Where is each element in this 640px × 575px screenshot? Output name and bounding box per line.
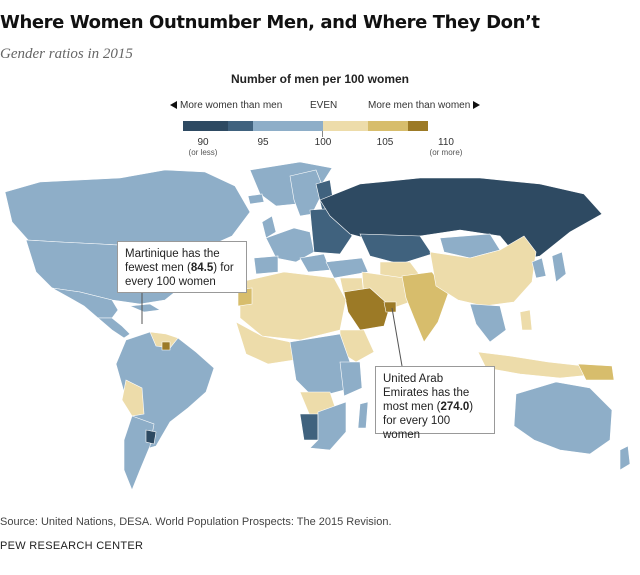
map-kazakhstan <box>359 233 433 265</box>
map-uk <box>261 215 277 239</box>
map-australia <box>513 381 613 455</box>
legend-left-text: More women than men <box>180 100 283 111</box>
legend-swatch <box>228 121 253 131</box>
martinique-value: 84.5 <box>190 262 214 274</box>
uae-callout: United Arab Emirates has the most men (2… <box>375 366 495 441</box>
brand-label: PEW RESEARCH CENTER <box>0 540 144 552</box>
map-suriname <box>161 341 171 351</box>
map-uruguay <box>145 429 157 445</box>
legend-tick-label: 90 (or less) <box>188 137 218 158</box>
martinique-callout: Martinique has the fewest men (84.5) for… <box>117 241 247 293</box>
legend-left-label: More women than men <box>170 100 282 111</box>
map-venezuela-guyana <box>149 331 179 349</box>
map-bolivia-paraguay <box>121 379 145 417</box>
page-subtitle: Gender ratios in 2015 <box>0 46 133 62</box>
legend-tick-label: 100 <box>314 137 332 148</box>
map-argentina <box>123 415 155 491</box>
legend-swatch <box>408 121 428 131</box>
legend-center-label: EVEN <box>310 100 338 111</box>
map-china <box>429 235 537 307</box>
arrow-left-icon <box>170 101 177 109</box>
map-north-africa <box>239 271 347 341</box>
map-central-america <box>97 317 131 339</box>
legend-swatch <box>368 121 408 131</box>
uae-value: 274.0 <box>440 401 470 413</box>
map-east-africa <box>339 361 363 397</box>
legend-swatch <box>323 121 368 131</box>
legend-tick-label: 110 (or more) <box>429 137 463 158</box>
legend-color-scale <box>183 121 428 131</box>
world-map <box>4 161 631 491</box>
legend-swatch <box>183 121 228 131</box>
uae-leader-line <box>391 307 403 367</box>
map-turkey-caucasus <box>325 257 369 279</box>
legend-swatch <box>253 121 323 131</box>
legend-tick-label: 95 <box>257 137 269 148</box>
map-canada-alaska <box>4 169 251 251</box>
map-iceland <box>247 193 265 205</box>
map-southern-africa <box>309 401 347 451</box>
map-philippines <box>519 309 533 331</box>
map-uae <box>383 301 397 313</box>
map-mainland-southeast-asia <box>469 303 507 343</box>
legend-even-tick <box>322 131 323 137</box>
legend-right-label: More men than women <box>368 100 481 111</box>
map-papua <box>577 363 615 381</box>
map-korea-japan <box>531 251 567 283</box>
map-new-zealand <box>619 445 631 471</box>
legend-tick-label: 105 <box>376 137 394 148</box>
source-note: Source: United Nations, DESA. World Popu… <box>0 516 392 528</box>
page-title: Where Women Outnumber Men, and Where The… <box>0 12 540 33</box>
map-saudi-arabia <box>343 287 391 331</box>
map-iberia <box>253 255 279 275</box>
map-madagascar <box>357 401 369 429</box>
map-caribbean <box>129 303 161 313</box>
legend-right-text: More men than women <box>368 100 471 111</box>
legend-title: Number of men per 100 women <box>230 72 410 86</box>
map-namibia <box>299 413 319 441</box>
arrow-right-icon <box>473 101 481 109</box>
